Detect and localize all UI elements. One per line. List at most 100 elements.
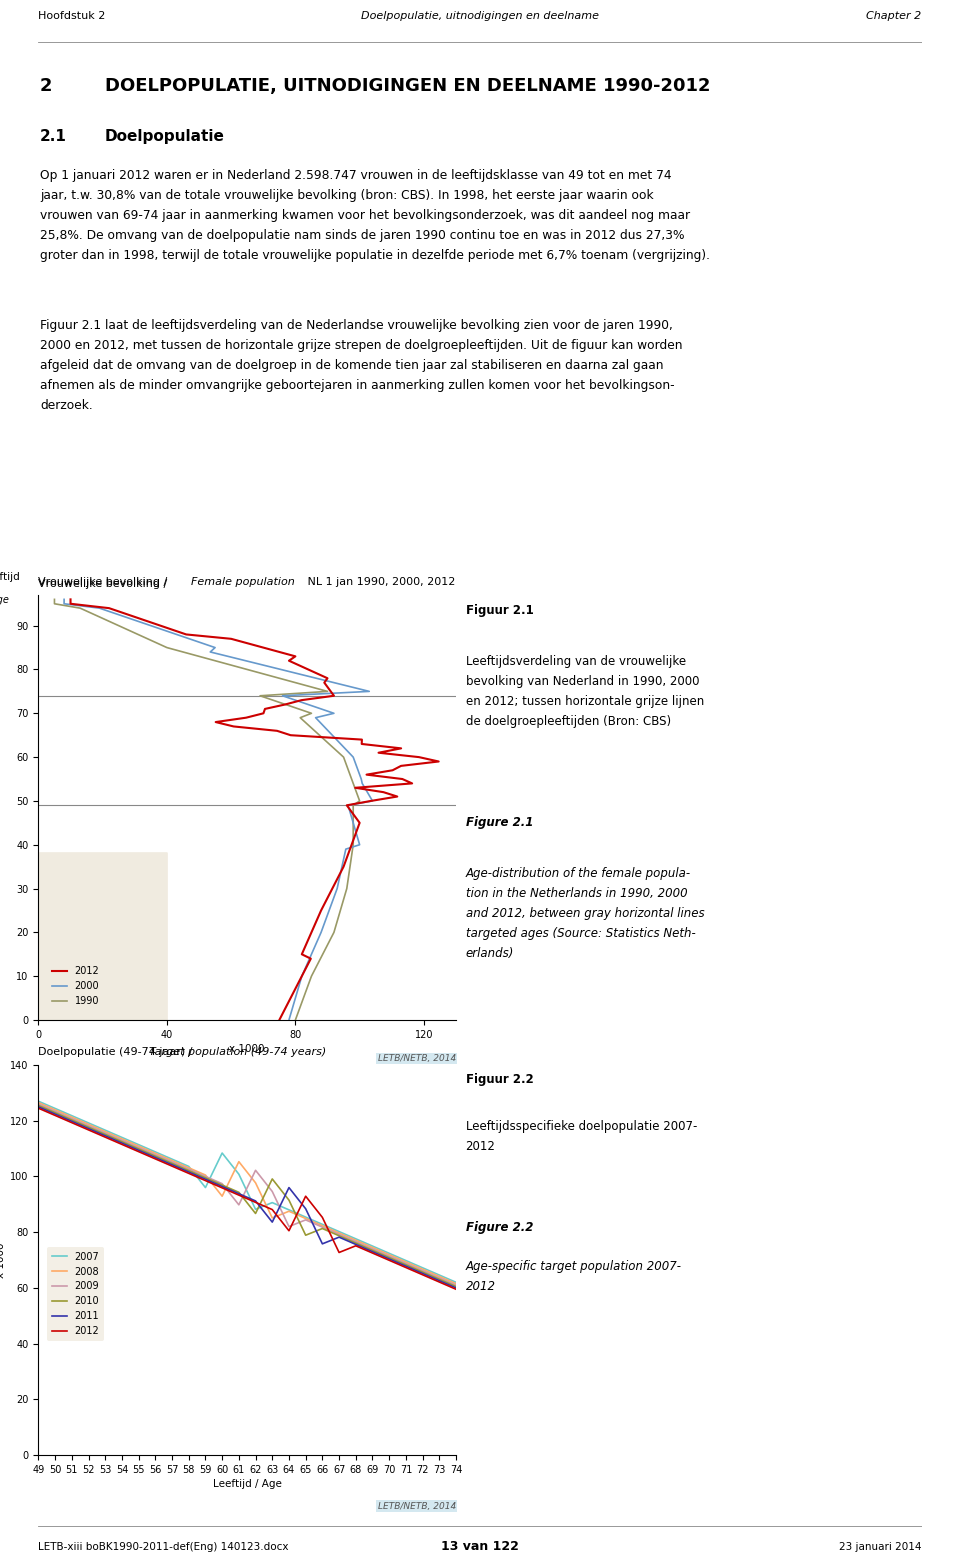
Legend: 2012, 2000, 1990: 2012, 2000, 1990	[47, 961, 105, 1011]
2000	[276, 687, 288, 706]
Y-axis label: x 1000: x 1000	[0, 1243, 6, 1277]
2010	[383, 1249, 395, 1268]
2010	[333, 1227, 345, 1246]
2012	[396, 770, 408, 789]
2009	[100, 1124, 111, 1142]
2010	[400, 1255, 412, 1274]
2012	[116, 1135, 128, 1153]
2010	[183, 1161, 195, 1180]
Line: 1990: 1990	[55, 599, 360, 1020]
1990	[254, 687, 266, 706]
2008	[450, 1274, 462, 1293]
1990	[290, 1011, 301, 1030]
2007	[267, 1193, 278, 1211]
2008	[116, 1130, 128, 1149]
Text: derzoek.: derzoek.	[40, 399, 93, 412]
2010	[417, 1263, 428, 1282]
2008	[216, 1186, 228, 1205]
2012	[150, 1149, 161, 1167]
2007	[300, 1208, 311, 1227]
2010	[283, 1191, 295, 1210]
2009	[132, 1138, 144, 1157]
2012	[66, 1113, 78, 1131]
2010	[166, 1153, 178, 1172]
2012	[83, 1121, 94, 1139]
2008	[400, 1252, 412, 1271]
2008	[434, 1268, 445, 1286]
2012	[132, 1142, 144, 1161]
1990	[300, 980, 312, 998]
Text: Age-specific target population 2007-
2012: Age-specific target population 2007- 201…	[466, 1260, 682, 1293]
2009	[300, 1210, 311, 1229]
2008	[166, 1152, 178, 1171]
2008	[150, 1144, 161, 1163]
2007	[200, 1178, 211, 1197]
2009	[83, 1116, 94, 1135]
2011	[350, 1235, 362, 1254]
Text: Figuur 2.1 laat de leeftijdsverdeling van de Nederlandse vrouwelijke bevolking z: Figuur 2.1 laat de leeftijdsverdeling va…	[40, 319, 673, 332]
2010	[116, 1131, 128, 1150]
2007	[150, 1142, 161, 1161]
2009	[450, 1275, 462, 1294]
Text: Chapter 2: Chapter 2	[866, 11, 922, 22]
Line: 2000: 2000	[64, 599, 372, 1020]
2000	[355, 770, 367, 789]
2008	[367, 1238, 378, 1257]
2007	[333, 1222, 345, 1241]
2007	[49, 1099, 60, 1117]
2008	[233, 1152, 245, 1171]
2010	[66, 1111, 78, 1130]
2007	[216, 1144, 228, 1163]
2010	[434, 1269, 445, 1288]
2007	[283, 1200, 295, 1219]
2007	[317, 1214, 328, 1233]
2007	[33, 1092, 44, 1111]
Line: 2012: 2012	[38, 1108, 456, 1290]
Text: LETB-xiii boBK1990-2011-def(Eng) 140123.docx: LETB-xiii boBK1990-2011-def(Eng) 140123.…	[38, 1542, 289, 1551]
2010	[132, 1139, 144, 1158]
2011	[434, 1271, 445, 1290]
2012	[289, 980, 300, 998]
2012	[216, 1178, 228, 1197]
2012	[383, 1250, 395, 1269]
2007	[350, 1230, 362, 1249]
2011	[250, 1191, 261, 1210]
2008	[300, 1210, 311, 1229]
2007	[132, 1135, 144, 1153]
2008	[267, 1208, 278, 1227]
2011	[33, 1097, 44, 1116]
2012	[49, 1106, 60, 1125]
2007	[183, 1157, 195, 1175]
2000	[59, 590, 70, 609]
Line: 2009: 2009	[38, 1103, 456, 1285]
2012	[64, 590, 76, 609]
2010	[350, 1233, 362, 1252]
2009	[166, 1152, 178, 1171]
2010	[49, 1103, 60, 1122]
2012	[400, 1258, 412, 1277]
Text: 2000 en 2012, met tussen de horizontale grijze strepen de doelgroepleeftijden. U: 2000 en 2012, met tussen de horizontale …	[40, 340, 683, 352]
2009	[417, 1261, 428, 1280]
2012	[100, 1128, 111, 1147]
2011	[300, 1199, 311, 1218]
2012	[166, 1157, 178, 1175]
Text: 2: 2	[40, 77, 53, 95]
2012	[183, 1164, 195, 1183]
2011	[283, 1178, 295, 1197]
2012	[300, 1186, 311, 1205]
Text: vrouwen van 69-74 jaar in aanmerking kwamen voor het bevolkingsonderzoek, was di: vrouwen van 69-74 jaar in aanmerking kwa…	[40, 210, 690, 222]
2010	[33, 1096, 44, 1114]
Text: Hoofdstuk 2: Hoofdstuk 2	[38, 11, 106, 22]
2010	[100, 1125, 111, 1144]
2007	[400, 1250, 412, 1269]
Line: 2008: 2008	[38, 1103, 456, 1283]
Line: 2007: 2007	[38, 1102, 456, 1282]
2010	[150, 1147, 161, 1166]
Text: Doelpopulatie: Doelpopulatie	[105, 128, 225, 144]
Line: 2012: 2012	[70, 599, 439, 1020]
2012	[250, 1193, 261, 1211]
2008	[100, 1122, 111, 1141]
2012	[317, 1208, 328, 1227]
2011	[233, 1185, 245, 1203]
2007	[83, 1114, 94, 1133]
